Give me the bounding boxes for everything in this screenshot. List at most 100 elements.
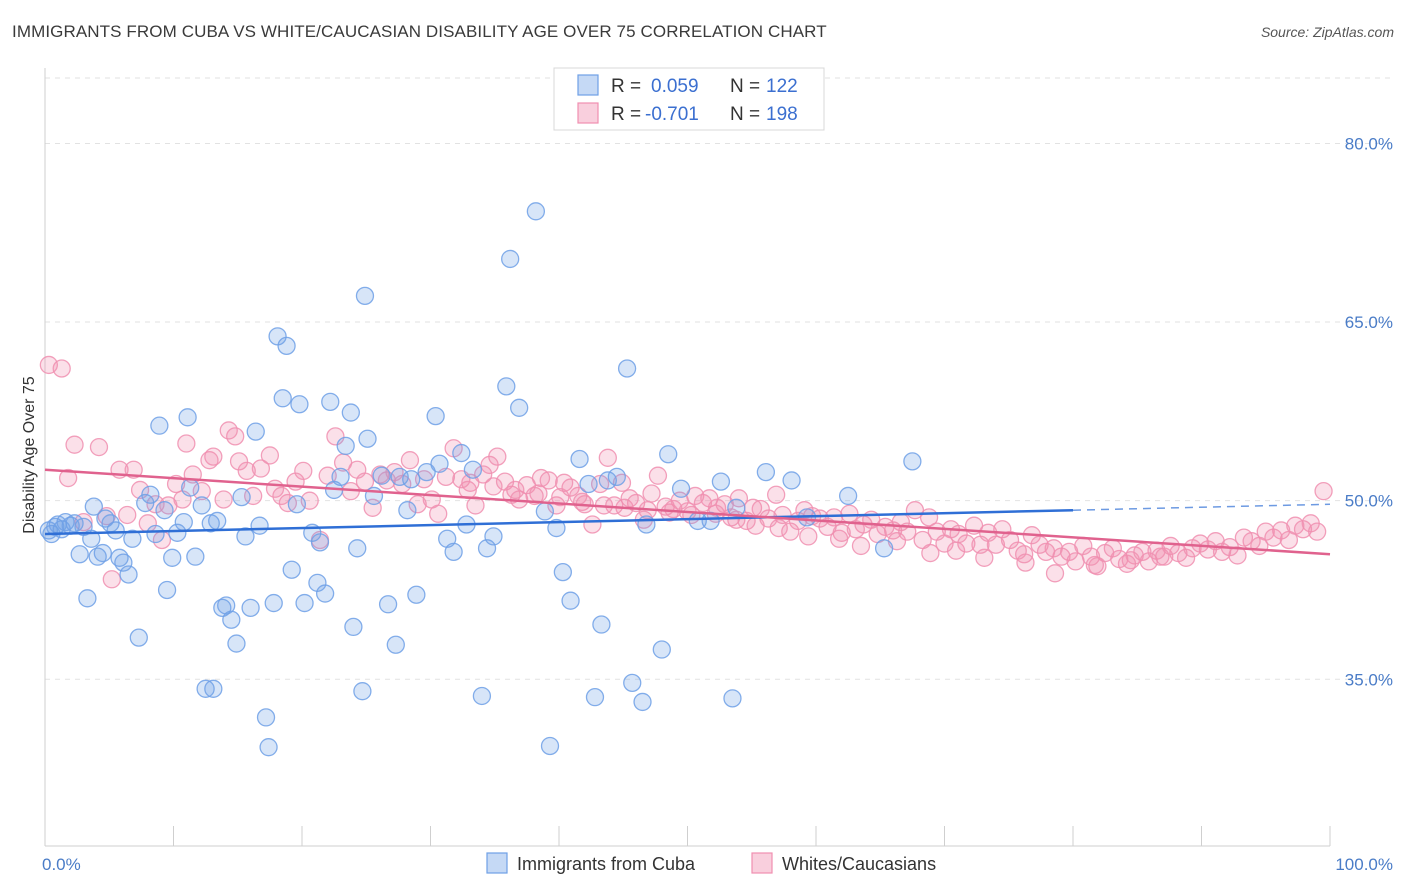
point-cuba: [208, 511, 227, 531]
point-whites: [408, 495, 427, 514]
axes: [44, 68, 1331, 847]
point-cuba: [163, 548, 182, 567]
point-cuba: [623, 673, 642, 693]
point-whites: [1314, 482, 1333, 501]
point-cuba: [353, 682, 372, 701]
chart-title: IMMIGRANTS FROM CUBA VS WHITE/CAUCASIAN …: [12, 22, 827, 41]
point-whites: [1066, 552, 1085, 571]
point-whites: [1016, 553, 1035, 572]
point-whites: [642, 484, 661, 503]
point-cuba: [84, 497, 103, 516]
point-whites: [1045, 564, 1065, 583]
point-whites: [429, 504, 448, 523]
source-label: Source: ZipAtlas.com: [1260, 24, 1394, 40]
point-cuba: [386, 635, 405, 654]
point-cuba: [484, 527, 503, 546]
point-cuba: [310, 533, 330, 552]
point-cuba: [341, 403, 360, 422]
legend-r-value-cuba: 0.059: [651, 76, 699, 97]
point-whites: [124, 460, 143, 479]
point-cuba: [106, 521, 125, 540]
point-whites: [1272, 521, 1291, 540]
point-whites: [1264, 528, 1283, 547]
point-whites: [1155, 547, 1174, 566]
point-cuba: [585, 688, 605, 707]
point-cuba: [723, 689, 742, 708]
point-cuba: [540, 736, 560, 756]
bottom-legend-label-cuba: Immigrants from Cuba: [517, 854, 696, 874]
point-cuba: [82, 529, 101, 548]
point-whites: [539, 471, 558, 490]
point-whites: [214, 490, 233, 509]
legend-n-value-white: 198: [766, 104, 798, 125]
point-cuba: [561, 591, 580, 610]
point-cuba: [196, 679, 215, 698]
point-cuba: [497, 377, 516, 396]
point-cuba: [93, 543, 112, 563]
point-cuba: [444, 542, 463, 562]
point-cuba: [526, 202, 546, 221]
point-whites: [251, 459, 271, 478]
point-cuba: [592, 615, 611, 634]
point-cuba: [222, 610, 241, 629]
point-cuba: [874, 539, 894, 558]
point-whites: [272, 486, 291, 506]
point-whites: [572, 492, 592, 512]
point-cuba: [553, 562, 573, 582]
point-cuba: [295, 593, 314, 613]
point-whites: [829, 529, 849, 548]
point-whites: [237, 461, 256, 481]
point-cuba: [277, 336, 296, 356]
point-cuba: [407, 585, 426, 604]
point-cuba: [290, 395, 309, 414]
bottom-legend-label-white: Whites/Caucasians: [782, 854, 936, 874]
point-whites: [118, 505, 137, 525]
point-cuba: [227, 634, 246, 653]
point-whites: [226, 427, 245, 446]
bottom-legend-swatch-cuba: [486, 852, 508, 874]
point-cuba: [344, 617, 363, 637]
trend-line-whites: [44, 468, 1331, 556]
point-whites: [488, 447, 507, 466]
legend-swatch-cuba: [577, 74, 599, 96]
point-cuba: [119, 565, 138, 584]
legend-r-value-white: -0.701: [645, 104, 699, 125]
point-whites: [551, 487, 570, 507]
point-cuba: [417, 462, 436, 482]
legend-r-label-cuba: R =: [611, 76, 641, 97]
point-whites: [746, 516, 765, 535]
point-whites: [946, 541, 966, 560]
point-cuba: [903, 452, 922, 471]
trend-line-cuba: [44, 508, 1074, 536]
point-cuba: [398, 501, 417, 520]
point-cuba: [372, 466, 391, 485]
legend-box: [553, 67, 825, 131]
legend-n-label-cuba: N =: [730, 76, 760, 97]
legend-r-label-white: R =: [611, 104, 641, 125]
series-cuba-points: [39, 202, 922, 757]
point-cuba: [174, 512, 193, 532]
point-cuba: [402, 470, 421, 489]
point-whites: [1176, 548, 1196, 567]
point-whites: [957, 534, 976, 553]
point-cuba: [146, 524, 165, 544]
point-cuba: [178, 408, 197, 427]
point-whites: [474, 465, 493, 484]
point-whites: [921, 543, 940, 563]
grid-lines: [45, 77, 1392, 680]
point-whites: [294, 461, 313, 481]
point-cuba: [264, 593, 283, 613]
point-cuba: [452, 443, 471, 463]
point-whites: [229, 452, 249, 471]
point-cuba: [232, 487, 251, 507]
point-cuba: [472, 686, 492, 706]
point-whites: [1121, 551, 1140, 570]
point-cuba: [155, 501, 174, 520]
legend-swatch-white: [577, 102, 599, 124]
point-cuba: [123, 529, 142, 548]
trend-line-cuba-extension: [1072, 503, 1331, 511]
point-cuba: [241, 598, 260, 617]
point-cuba: [282, 560, 301, 579]
point-whites: [102, 570, 121, 589]
trend-lines: [44, 468, 1331, 556]
